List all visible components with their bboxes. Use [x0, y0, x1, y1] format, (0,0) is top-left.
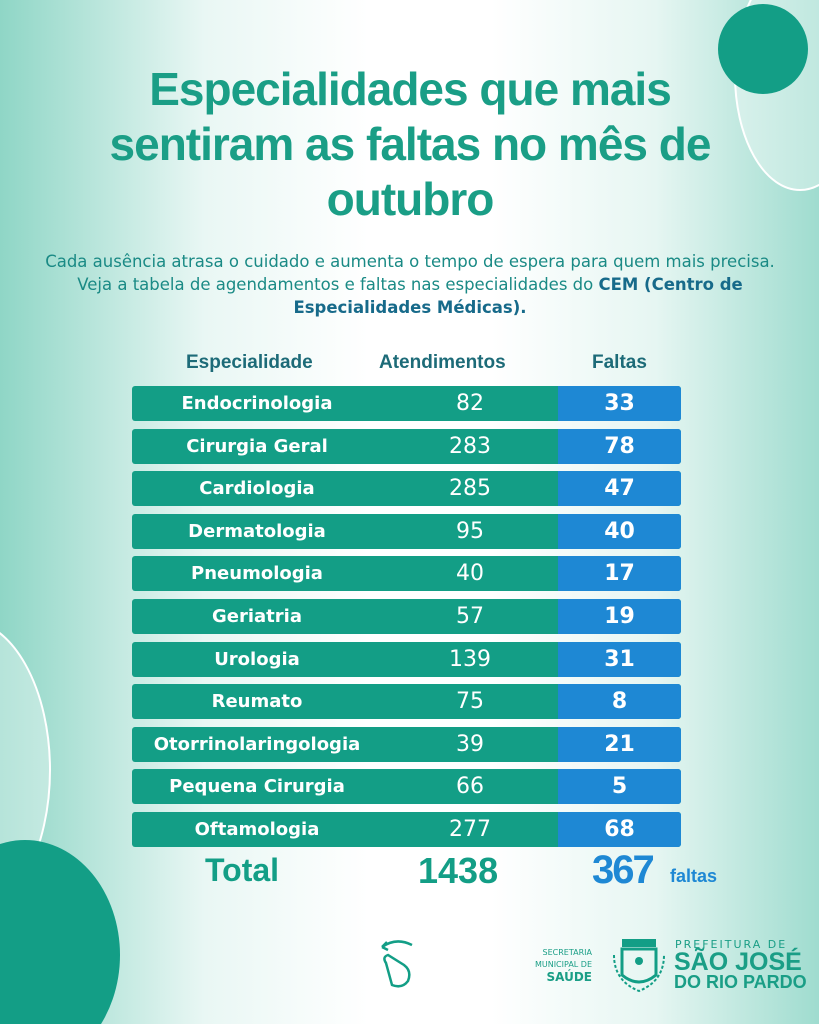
atendimentos-value: 39	[456, 731, 484, 757]
atendimentos-value: 75	[456, 689, 484, 715]
specialty-name: Cardiologia	[199, 478, 315, 500]
specialty-name: Cirurgia Geral	[186, 435, 328, 457]
faltas-value: 33	[558, 386, 681, 421]
total-atendimentos: 1438	[418, 850, 499, 891]
atendimentos-value: 95	[456, 518, 484, 544]
table-row: Otorrinolaringologia 39 21	[132, 726, 681, 762]
faltas-value: 19	[558, 599, 681, 634]
secretaria-line3: SAÚDE	[546, 970, 592, 984]
specialty-name: Pequena Cirurgia	[169, 776, 345, 798]
table-row: Reumato 75 8	[132, 684, 681, 720]
specialty-name: Dermatologia	[188, 520, 326, 542]
secretaria-line1: SECRETARIA	[542, 948, 592, 957]
page-title: Especialidades que mais sentiram as falt…	[109, 63, 712, 225]
specialty-name: Pneumologia	[191, 563, 323, 585]
faltas-value: 5	[558, 769, 681, 805]
total-label: Total	[205, 852, 280, 888]
swipe-hand-icon	[381, 940, 413, 988]
table-row: Cirurgia Geral 283 78	[132, 428, 681, 464]
atendimentos-value: 57	[456, 604, 484, 629]
secretaria-line2: MUNICIPAL DE	[534, 960, 592, 969]
subtitle-bold: CEM (Centro de Especialidades Médicas).	[293, 275, 743, 317]
table-row: Endocrinologia 82 33	[132, 386, 681, 421]
specialty-name: Oftamologia	[194, 819, 320, 840]
decor-bottom-left	[0, 632, 120, 1024]
faltas-suffix: faltas	[670, 866, 718, 886]
table-row: Pneumologia 40 17	[132, 556, 681, 592]
decor-circle-bottom	[0, 840, 120, 1024]
table-row: Oftamologia 277 68	[132, 812, 681, 847]
specialty-name: Otorrinolaringologia	[153, 733, 361, 755]
specialty-name: Endocrinologia	[181, 393, 333, 414]
header-especialidade: Especialidade	[186, 352, 313, 373]
faltas-value: 40	[558, 513, 681, 549]
city-name-1: SÃO JOSÉ	[674, 948, 802, 976]
faltas-value: 31	[558, 641, 681, 677]
atendimentos-value: 277	[449, 817, 491, 842]
secretaria-logo: SECRETARIA MUNICIPAL DE SAÚDE	[520, 947, 592, 983]
header-atendimentos: Atendimentos	[379, 352, 506, 373]
city-name-2: DO RIO PARDO	[674, 972, 807, 992]
atendimentos-value: 40	[456, 561, 484, 587]
subtitle: Cada ausência atrasa o cuidado e aumenta…	[40, 250, 780, 319]
faltas-value: 47	[558, 471, 681, 507]
faltas-value: 17	[558, 556, 681, 592]
table-row: Geriatria 57 19	[132, 599, 681, 634]
faltas-value: 68	[558, 812, 681, 847]
decor-circle-top	[718, 4, 808, 94]
specialty-name: Urologia	[214, 648, 300, 670]
specialty-name: Geriatria	[212, 606, 302, 627]
faltas-value: 8	[558, 684, 681, 720]
city-coat-of-arms-icon	[613, 939, 665, 993]
subtitle-text: Cada ausência atrasa o cuidado e aumenta…	[45, 252, 775, 294]
faltas-value: 21	[558, 726, 681, 762]
atendimentos-value: 66	[456, 774, 484, 800]
decor-top-right	[718, 0, 819, 191]
decor-ring-left	[0, 632, 51, 908]
atendimentos-value: 82	[456, 391, 484, 416]
atendimentos-value: 139	[449, 646, 491, 672]
total-faltas: 367	[592, 848, 655, 892]
atendimentos-value: 283	[449, 433, 491, 459]
faltas-value: 78	[558, 428, 681, 464]
table-row: Pequena Cirurgia 66 5	[132, 769, 681, 805]
specialty-name: Reumato	[211, 691, 303, 713]
atendimentos-value: 285	[449, 476, 491, 502]
table-row: Urologia 139 31	[132, 641, 681, 677]
prefeitura-label: PREFEITURA DE	[675, 938, 788, 951]
table-row: Dermatologia 95 40	[132, 513, 681, 549]
header-faltas: Faltas	[592, 352, 647, 373]
table-row: Cardiologia 285 47	[132, 471, 681, 507]
